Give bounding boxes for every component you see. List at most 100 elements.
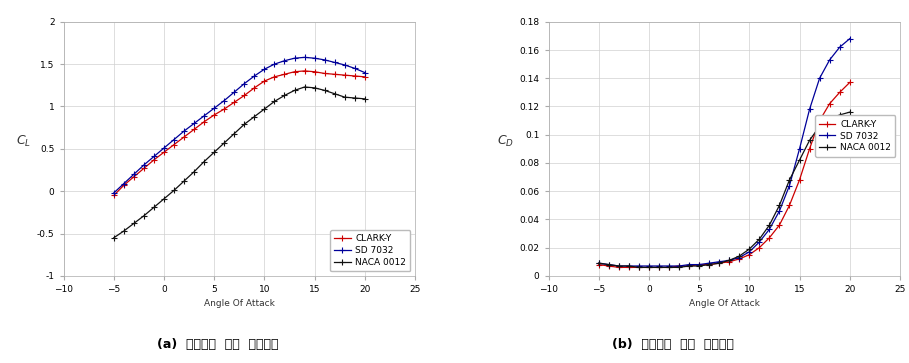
SD 7032 bbox=[269, 62, 280, 66]
NACA 0012 bbox=[804, 138, 815, 143]
SD 7032 bbox=[199, 114, 210, 118]
SD 7032 bbox=[664, 264, 674, 268]
NACA 0012 bbox=[614, 264, 624, 268]
CLARK-Y bbox=[219, 107, 230, 111]
CLARK-Y bbox=[764, 236, 774, 240]
SD 7032 bbox=[289, 56, 300, 60]
NACA 0012 bbox=[189, 170, 200, 174]
NACA 0012 bbox=[784, 178, 795, 182]
CLARK-Y bbox=[229, 100, 240, 105]
SD 7032 bbox=[724, 258, 734, 262]
SD 7032 bbox=[259, 67, 270, 72]
CLARK-Y bbox=[734, 257, 744, 261]
CLARK-Y bbox=[754, 245, 764, 250]
NACA 0012 bbox=[319, 88, 330, 93]
Text: (b)  받음각에  따른  항력계수: (b) 받음각에 따른 항력계수 bbox=[612, 338, 734, 351]
CLARK-Y bbox=[138, 166, 149, 171]
NACA 0012 bbox=[674, 265, 684, 270]
NACA 0012 bbox=[774, 203, 784, 208]
SD 7032 bbox=[844, 37, 855, 41]
SD 7032 bbox=[614, 264, 624, 268]
SD 7032 bbox=[118, 182, 129, 186]
CLARK-Y bbox=[694, 262, 704, 267]
NACA 0012 bbox=[299, 85, 310, 89]
SD 7032 bbox=[654, 264, 664, 268]
CLARK-Y bbox=[239, 93, 250, 98]
SD 7032 bbox=[219, 98, 230, 103]
X-axis label: Angle Of Attack: Angle Of Attack bbox=[689, 299, 760, 309]
NACA 0012 bbox=[634, 265, 644, 270]
SD 7032 bbox=[249, 74, 260, 78]
Line: NACA 0012: NACA 0012 bbox=[111, 84, 367, 241]
CLARK-Y bbox=[249, 86, 260, 90]
CLARK-Y bbox=[299, 69, 310, 73]
Y-axis label: $\mathit{C_D}$: $\mathit{C_D}$ bbox=[497, 134, 514, 149]
SD 7032 bbox=[714, 260, 724, 264]
NACA 0012 bbox=[158, 197, 169, 201]
CLARK-Y bbox=[128, 175, 139, 179]
SD 7032 bbox=[834, 45, 845, 49]
CLARK-Y bbox=[329, 72, 340, 77]
NACA 0012 bbox=[834, 113, 845, 117]
SD 7032 bbox=[229, 90, 240, 94]
CLARK-Y bbox=[834, 90, 845, 94]
Text: (a)  받음각에  따른  양력계수: (a) 받음각에 따른 양력계수 bbox=[157, 338, 279, 351]
Legend: CLARK-Y, SD 7032, NACA 0012: CLARK-Y, SD 7032, NACA 0012 bbox=[330, 230, 411, 272]
NACA 0012 bbox=[604, 262, 614, 267]
NACA 0012 bbox=[329, 91, 340, 96]
NACA 0012 bbox=[814, 124, 825, 129]
SD 7032 bbox=[128, 172, 139, 176]
CLARK-Y bbox=[269, 75, 280, 79]
SD 7032 bbox=[804, 107, 815, 111]
SD 7032 bbox=[794, 147, 805, 151]
CLARK-Y bbox=[209, 113, 220, 117]
Line: CLARK-Y: CLARK-Y bbox=[111, 68, 367, 198]
CLARK-Y bbox=[724, 260, 734, 264]
NACA 0012 bbox=[209, 150, 220, 154]
CLARK-Y bbox=[674, 264, 684, 268]
NACA 0012 bbox=[309, 86, 320, 90]
CLARK-Y bbox=[594, 262, 604, 267]
CLARK-Y bbox=[654, 265, 664, 270]
NACA 0012 bbox=[148, 205, 159, 209]
CLARK-Y bbox=[148, 158, 159, 162]
CLARK-Y bbox=[309, 70, 320, 74]
SD 7032 bbox=[764, 227, 774, 232]
SD 7032 bbox=[634, 264, 644, 268]
SD 7032 bbox=[624, 264, 634, 268]
CLARK-Y bbox=[279, 72, 290, 77]
NACA 0012 bbox=[249, 114, 260, 119]
SD 7032 bbox=[138, 163, 149, 167]
CLARK-Y bbox=[664, 265, 674, 270]
CLARK-Y bbox=[158, 150, 169, 154]
Y-axis label: $\mathit{C_L}$: $\mathit{C_L}$ bbox=[15, 134, 31, 149]
NACA 0012 bbox=[359, 97, 370, 101]
SD 7032 bbox=[339, 63, 350, 67]
SD 7032 bbox=[319, 58, 330, 62]
SD 7032 bbox=[168, 137, 179, 142]
NACA 0012 bbox=[594, 261, 604, 265]
SD 7032 bbox=[148, 154, 159, 159]
CLARK-Y bbox=[168, 142, 179, 147]
SD 7032 bbox=[774, 209, 784, 213]
NACA 0012 bbox=[844, 110, 855, 114]
NACA 0012 bbox=[664, 265, 674, 270]
CLARK-Y bbox=[604, 264, 614, 268]
SD 7032 bbox=[309, 56, 320, 60]
SD 7032 bbox=[179, 129, 190, 133]
SD 7032 bbox=[329, 60, 340, 65]
NACA 0012 bbox=[219, 141, 230, 145]
NACA 0012 bbox=[714, 261, 724, 265]
NACA 0012 bbox=[179, 179, 190, 183]
NACA 0012 bbox=[259, 107, 270, 111]
SD 7032 bbox=[299, 55, 310, 60]
CLARK-Y bbox=[359, 75, 370, 79]
CLARK-Y bbox=[259, 79, 270, 83]
NACA 0012 bbox=[704, 262, 714, 267]
NACA 0012 bbox=[724, 258, 734, 262]
SD 7032 bbox=[814, 76, 825, 81]
SD 7032 bbox=[684, 262, 694, 267]
NACA 0012 bbox=[794, 158, 805, 162]
NACA 0012 bbox=[108, 236, 119, 240]
CLARK-Y bbox=[744, 253, 754, 257]
